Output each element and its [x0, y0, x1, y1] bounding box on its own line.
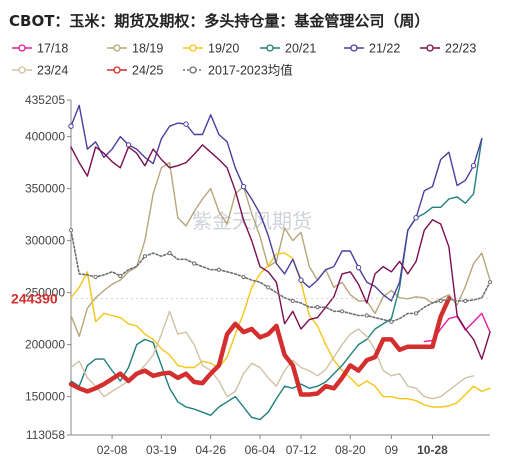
series-line — [70, 252, 491, 408]
data-point — [340, 309, 345, 314]
legend-marker — [426, 44, 434, 52]
series-line — [70, 144, 491, 360]
legend-label: 20/21 — [285, 42, 316, 56]
data-point — [241, 274, 246, 280]
legend-label: 19/20 — [208, 42, 239, 56]
data-point — [355, 264, 362, 271]
legend-item-22-23[interactable]: 22/23 — [420, 42, 476, 56]
data-point — [192, 261, 197, 266]
x-tick-label: 02-08 — [97, 443, 128, 457]
legend-marker — [350, 44, 358, 52]
legend-label: 17/18 — [37, 42, 68, 56]
data-point — [413, 311, 419, 316]
data-point — [438, 298, 443, 304]
latest-value-text: 244390 — [11, 290, 58, 306]
y-tick-label: 435205 — [25, 93, 65, 107]
series-18-19 — [70, 161, 491, 337]
legend-marker — [113, 66, 121, 74]
legend-item-17-18[interactable]: 17/18 — [12, 42, 68, 56]
data-point — [142, 254, 148, 259]
legend-marker — [113, 44, 121, 52]
plot-area — [68, 104, 493, 421]
series-line — [70, 161, 491, 337]
data-point — [68, 123, 74, 129]
data-point — [364, 313, 369, 318]
data-point — [487, 280, 493, 285]
series-line — [68, 296, 452, 397]
y-tick-label: 250000 — [25, 286, 65, 300]
y-tick-label: 150000 — [25, 390, 65, 404]
y-tick-label: 200000 — [25, 338, 65, 352]
series-2017-2023 — [68, 228, 493, 324]
legend-marker — [266, 44, 274, 52]
chart-title: CBOT：玉米：期货及期权：多头持仓量：基金管理公司（周） — [9, 12, 429, 30]
legend: 17/18 18/19 19/20 20/21 21/22 22/23 23/24 24/25… — [12, 42, 476, 78]
series-22-23 — [70, 144, 491, 360]
y-tick-label: 300000 — [25, 234, 65, 248]
legend-label: 18/19 — [132, 42, 163, 56]
legend-marker — [18, 44, 26, 52]
legend-label: 22/23 — [445, 42, 476, 56]
legend-item-18-19[interactable]: 18/19 — [107, 42, 163, 56]
legend-label: 21/22 — [369, 42, 400, 56]
x-tick-label: 08-20 — [335, 443, 366, 457]
latest-value-label: 244390 — [11, 290, 490, 306]
axes: 113058 150000 200000 250000 300000 350000 4000… — [25, 93, 490, 457]
legend-marker — [189, 44, 197, 52]
legend-item-24-25[interactable]: 24/25 — [107, 64, 163, 78]
x-tick-label: 03-19 — [146, 443, 177, 457]
legend-item-21-22[interactable]: 21/22 — [344, 42, 400, 56]
x-tick-label: 09 — [385, 443, 399, 457]
legend-label: 24/25 — [132, 64, 163, 78]
data-point — [470, 163, 477, 169]
data-point — [167, 250, 172, 256]
legend-item-19-20[interactable]: 19/20 — [183, 42, 239, 56]
legend-item-2017-2023[interactable]: 2017-2023均值 — [183, 63, 293, 78]
x-tick-label: 07-12 — [286, 443, 317, 457]
data-point — [266, 285, 271, 290]
data-point — [68, 228, 74, 233]
y-tick-label: 400000 — [25, 130, 65, 144]
legend-label: 2017-2023均值 — [208, 63, 293, 78]
data-point — [216, 267, 221, 272]
data-point — [240, 183, 247, 190]
y-tick-label: 350000 — [25, 182, 65, 196]
data-point — [290, 298, 295, 304]
legend-item-20-21[interactable]: 20/21 — [260, 42, 316, 56]
series-line — [70, 229, 491, 323]
series-19-20 — [70, 252, 491, 408]
data-point — [463, 298, 468, 304]
data-point — [298, 277, 304, 283]
data-point — [118, 273, 123, 279]
legend-label: 23/24 — [37, 64, 68, 78]
data-point — [93, 274, 98, 280]
legend-item-23-24[interactable]: 23/24 — [12, 64, 68, 78]
x-tick-label: 06-04 — [245, 443, 276, 457]
series-line — [70, 104, 483, 302]
x-tick-label: 04-26 — [195, 443, 226, 457]
data-point — [413, 215, 419, 221]
x-tick-label: 10-28 — [417, 443, 448, 457]
series-21-22 — [68, 104, 483, 302]
data-point — [183, 121, 189, 127]
legend-marker — [18, 66, 26, 74]
series-24-25 — [68, 296, 452, 397]
y-tick-label: 113058 — [26, 428, 65, 442]
legend-marker — [189, 66, 197, 74]
data-point — [315, 305, 320, 310]
data-point — [389, 319, 394, 324]
